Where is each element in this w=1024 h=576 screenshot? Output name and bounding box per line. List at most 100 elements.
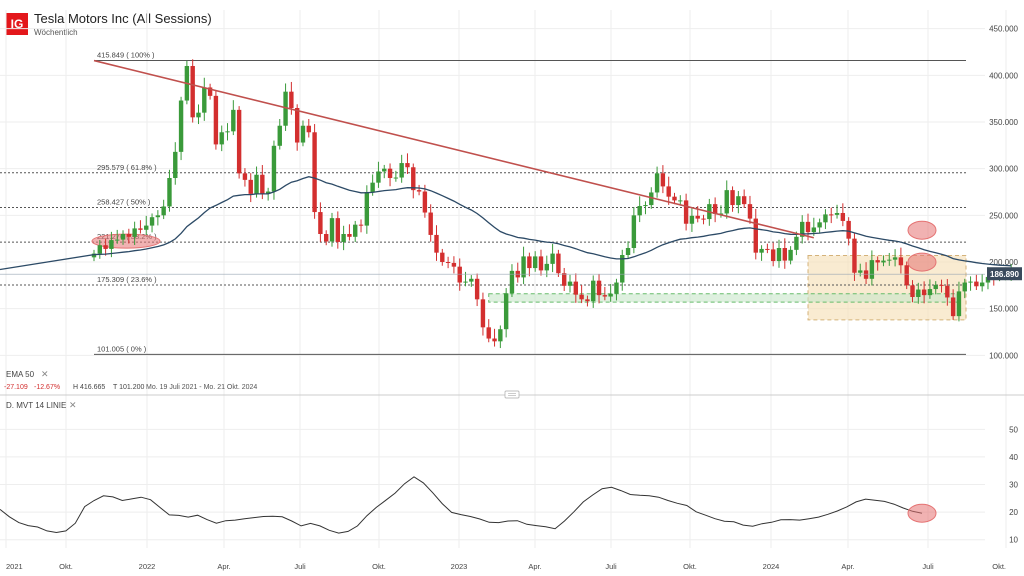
bullish-candle	[503, 293, 509, 330]
bullish-candle	[521, 256, 526, 278]
bullish-candle	[300, 125, 306, 143]
instrument-title[interactable]: Tesla Motors Inc (All Sessions)	[34, 11, 212, 26]
bearish-candle	[289, 91, 294, 108]
fib-level-label: 415.849 ( 100% )	[97, 51, 155, 60]
bearish-candle	[695, 215, 700, 219]
highlight-oval	[907, 220, 937, 240]
highlight-oval	[907, 503, 937, 523]
bullish-candle	[550, 253, 555, 264]
bearish-candle	[474, 278, 480, 300]
price-axis-tick-label: 200.000	[989, 258, 1018, 267]
bullish-candle	[927, 289, 933, 296]
bullish-candle	[469, 278, 474, 282]
time-axis-tick-label: Okt.	[59, 562, 73, 571]
bullish-candle	[376, 171, 381, 183]
current-price-tag	[987, 267, 1022, 281]
bullish-candle	[892, 257, 898, 260]
bearish-candle	[126, 234, 132, 237]
bullish-candle	[689, 215, 695, 224]
bearish-candle	[910, 285, 915, 297]
bullish-candle	[155, 215, 161, 218]
bearish-candle	[904, 265, 909, 286]
indicator-axis-tick-label: 30	[1009, 481, 1018, 490]
bearish-candle	[921, 289, 927, 296]
bullish-candle	[277, 125, 282, 146]
bullish-candle	[254, 174, 259, 194]
bearish-candle	[451, 262, 457, 267]
indicator-axis-tick-label: 10	[1009, 536, 1018, 545]
price-stat: H 416.665	[73, 384, 105, 391]
bullish-candle	[364, 192, 370, 226]
bullish-candle	[91, 253, 97, 258]
bearish-candle	[666, 186, 671, 197]
bullish-candle	[718, 213, 724, 215]
bullish-candle	[97, 245, 103, 254]
highlight-oval	[907, 252, 937, 272]
time-axis-tick-label: 2021	[6, 562, 23, 571]
bullish-candle	[202, 87, 207, 113]
bullish-candle	[370, 182, 375, 192]
bearish-candle	[312, 132, 317, 213]
time-axis-tick-label: Juli	[605, 562, 617, 571]
bearish-candle	[318, 212, 323, 234]
indicator-axis-tick-label: 20	[1009, 508, 1018, 517]
bullish-candle	[637, 206, 642, 216]
bullish-candle	[591, 280, 596, 302]
bullish-candle	[979, 282, 985, 287]
bullish-candle	[219, 132, 224, 145]
bearish-candle	[770, 249, 776, 262]
indicator-close-icon[interactable]: ✕	[69, 400, 77, 410]
bearish-candle	[602, 295, 608, 297]
timeframe-label: Wöchentlich	[34, 28, 78, 37]
bearish-candle	[730, 190, 735, 206]
bearish-candle	[492, 338, 497, 342]
bearish-candle	[387, 168, 393, 178]
bullish-candle	[968, 281, 973, 283]
dmvt-line	[0, 476, 923, 534]
bearish-candle	[747, 204, 753, 219]
bullish-candle	[834, 213, 840, 215]
bullish-candle	[132, 228, 137, 237]
bearish-candle	[207, 87, 213, 96]
time-axis-tick-label: Apr.	[528, 562, 541, 571]
descending-trendline[interactable]	[93, 59, 815, 239]
price-axis-tick-label: 400.000	[989, 71, 1018, 80]
panel-resize-handle[interactable]	[504, 390, 520, 399]
price-stat: -27.109	[4, 384, 28, 391]
bullish-candle	[788, 249, 793, 261]
time-axis-tick-label: Okt.	[683, 562, 697, 571]
bullish-candle	[736, 196, 741, 206]
bullish-candle	[544, 263, 549, 271]
bullish-candle	[463, 281, 468, 283]
bullish-candle	[869, 260, 875, 279]
time-axis-tick-label: Apr.	[841, 562, 854, 571]
bullish-candle	[654, 173, 660, 193]
bearish-candle	[103, 245, 108, 249]
price-stat: T 101.200	[113, 384, 145, 391]
bearish-candle	[939, 284, 944, 286]
bearish-candle	[236, 109, 242, 174]
bearish-candle	[242, 173, 248, 180]
bullish-candle	[115, 239, 120, 241]
bullish-candle	[800, 221, 805, 237]
bearish-candle	[701, 218, 706, 220]
bullish-candle	[933, 284, 938, 290]
ema-close-icon[interactable]: ✕	[41, 369, 49, 379]
bullish-candle	[759, 248, 764, 253]
bullish-candle	[382, 168, 387, 172]
ema-indicator-label[interactable]: EMA 50	[6, 370, 35, 379]
bullish-candle	[509, 270, 515, 294]
bearish-candle	[347, 234, 352, 237]
bearish-candle	[875, 260, 880, 263]
ig-logo: IG	[6, 13, 28, 35]
bearish-candle	[683, 200, 689, 224]
bearish-candle	[445, 262, 451, 263]
bearish-candle	[440, 252, 445, 262]
bullish-candle	[916, 289, 921, 297]
bullish-candle	[532, 256, 538, 269]
bearish-candle	[840, 213, 846, 221]
bullish-candle	[678, 200, 683, 202]
bullish-candle	[643, 205, 648, 207]
indicator-label[interactable]: D. MVT 14 LINIE	[6, 401, 66, 410]
